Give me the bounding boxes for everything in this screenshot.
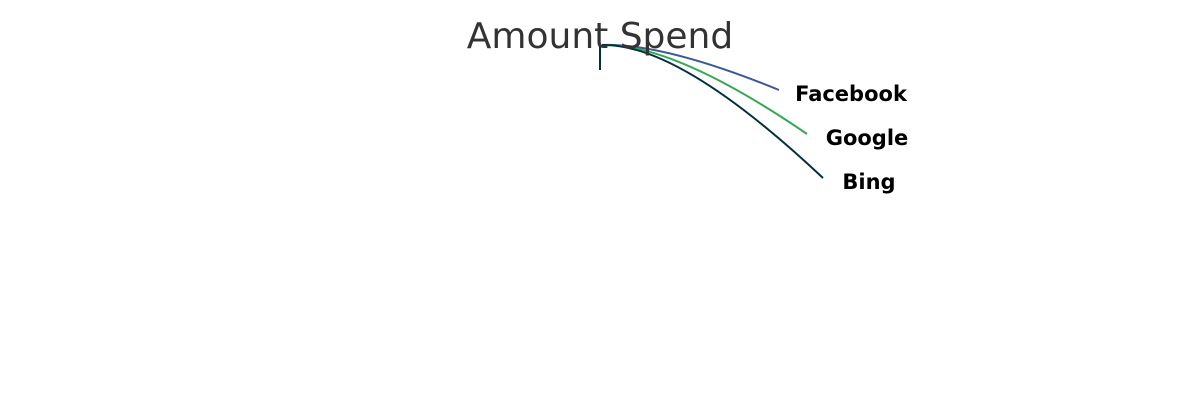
chart-title: Amount Spend xyxy=(467,16,733,57)
leader-line-bing xyxy=(601,43,824,179)
slice-label-google: Google xyxy=(826,126,909,150)
slice-label-bing: Bing xyxy=(842,170,895,194)
slice-label-facebook: Facebook xyxy=(795,82,908,106)
plot-area: Facebook Google Bing xyxy=(599,43,909,194)
